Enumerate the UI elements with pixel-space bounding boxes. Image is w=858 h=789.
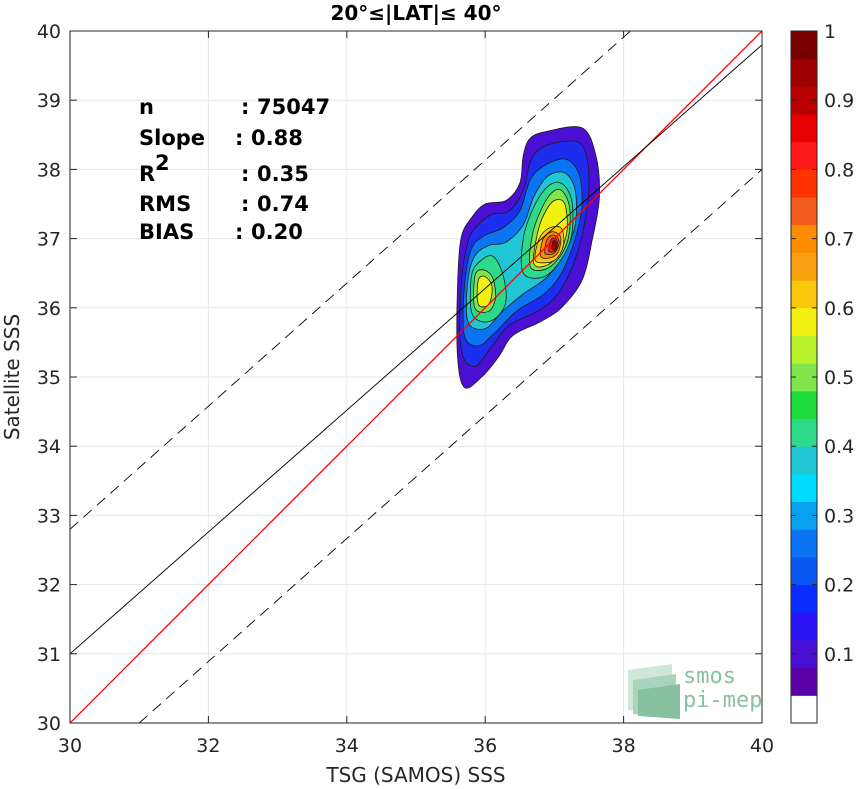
colorbar-segment	[791, 307, 817, 336]
stat-value: 0.88	[251, 126, 303, 150]
colorbar-segment	[791, 169, 817, 198]
stat-label: R	[139, 162, 155, 186]
x-tick-label: 32	[196, 735, 220, 757]
stat-separator: :	[241, 192, 249, 216]
y-tick-label: 32	[37, 575, 61, 597]
colorbar: 0.1 0.2 0.3 0.4 0.5 0.6 0.7 0.8 0.9 1	[790, 21, 854, 724]
colorbar-tick-label: 0.1	[824, 644, 854, 666]
colorbar-segment	[791, 31, 817, 60]
stat-label: BIAS	[139, 220, 194, 244]
colorbar-segment	[791, 197, 817, 226]
colorbar-segment	[791, 390, 817, 420]
colorbar-segment	[791, 418, 817, 447]
colorbar-tick-label: 1	[824, 21, 836, 43]
colorbar-segment	[791, 114, 817, 143]
y-tick-label: 30	[37, 713, 61, 735]
x-tick-label: 38	[612, 735, 636, 757]
lower-bound-line	[138, 169, 762, 723]
colorbar-segment	[791, 556, 817, 586]
colorbar-segment	[791, 446, 817, 475]
contour-level-0.98	[551, 240, 557, 251]
y-tick-label: 35	[37, 367, 61, 389]
y-axis-label: Satellite SSS	[0, 314, 24, 440]
x-axis: 30 32 34 36 38 40	[58, 31, 774, 757]
colorbar-segment	[791, 667, 817, 696]
x-tick-label: 30	[58, 735, 82, 757]
colorbar-segment	[791, 280, 817, 309]
y-axis: 30 31 32 33 34 35 36 37 38 39 40	[37, 21, 762, 735]
logo-text-pi-mep: pi-mep	[683, 688, 762, 713]
y-tick-label: 39	[37, 90, 61, 112]
colorbar-segment	[791, 335, 817, 364]
stat-value: 0.74	[257, 192, 309, 216]
density-contours	[456, 126, 600, 389]
stat-label: RMS	[139, 192, 191, 216]
stat-separator: :	[235, 126, 243, 150]
y-tick-label: 33	[37, 505, 61, 527]
colorbar-tick-label: 0.9	[824, 90, 854, 112]
colorbar-segment	[791, 58, 817, 87]
stat-superscript: 2	[155, 151, 170, 175]
colorbar-tick-label: 0.4	[824, 436, 854, 458]
y-tick-label: 40	[37, 21, 61, 43]
reference-lines	[70, 31, 762, 723]
y-tick-label: 38	[37, 159, 61, 181]
y-tick-label: 31	[37, 644, 61, 666]
statistics-box: n: 75047 Slope: 0.88 R 2: 0.35 RMS: 0.74 BIAS…	[139, 95, 330, 244]
colorbar-segment	[791, 473, 817, 503]
x-axis-label: TSG (SAMOS) SSS	[325, 763, 505, 787]
colorbar-segment	[791, 529, 817, 558]
colorbar-segment	[791, 141, 817, 170]
logo-icon	[628, 664, 680, 719]
colorbar-tick-label: 0.5	[824, 367, 854, 389]
colorbar-tick-label: 0.6	[824, 298, 854, 320]
logo-text-smos: smos	[683, 664, 736, 689]
x-tick-label: 36	[473, 735, 497, 757]
x-tick-label: 34	[335, 735, 359, 757]
colorbar-tick-label: 0.2	[824, 575, 854, 597]
stat-value: 75047	[257, 95, 330, 119]
fit-line	[70, 44, 762, 655]
colorbar-segment	[791, 584, 817, 613]
y-tick-label: 34	[37, 436, 61, 458]
colorbar-segment	[791, 612, 817, 641]
colorbar-tick-label: 0.8	[824, 159, 854, 181]
stat-separator: :	[241, 95, 249, 119]
smos-pi-mep-logo: smos pi-mep	[628, 664, 762, 719]
stat-value: 0.20	[251, 220, 303, 244]
stat-label: Slope	[139, 126, 205, 150]
colorbar-segment	[791, 695, 817, 724]
stat-separator: :	[241, 162, 249, 186]
y-tick-label: 37	[37, 229, 61, 251]
y-tick-label: 36	[37, 298, 61, 320]
stat-label: n	[139, 95, 154, 119]
stat-value: 0.35	[257, 162, 309, 186]
colorbar-segment	[791, 252, 817, 281]
colorbar-tick-label: 0.7	[824, 229, 854, 251]
stat-separator: :	[235, 220, 243, 244]
colorbar-tick-label: 0.3	[824, 505, 854, 527]
chart-title: 20°≤|LAT|≤ 40°	[330, 1, 501, 25]
x-tick-label: 40	[750, 735, 774, 757]
